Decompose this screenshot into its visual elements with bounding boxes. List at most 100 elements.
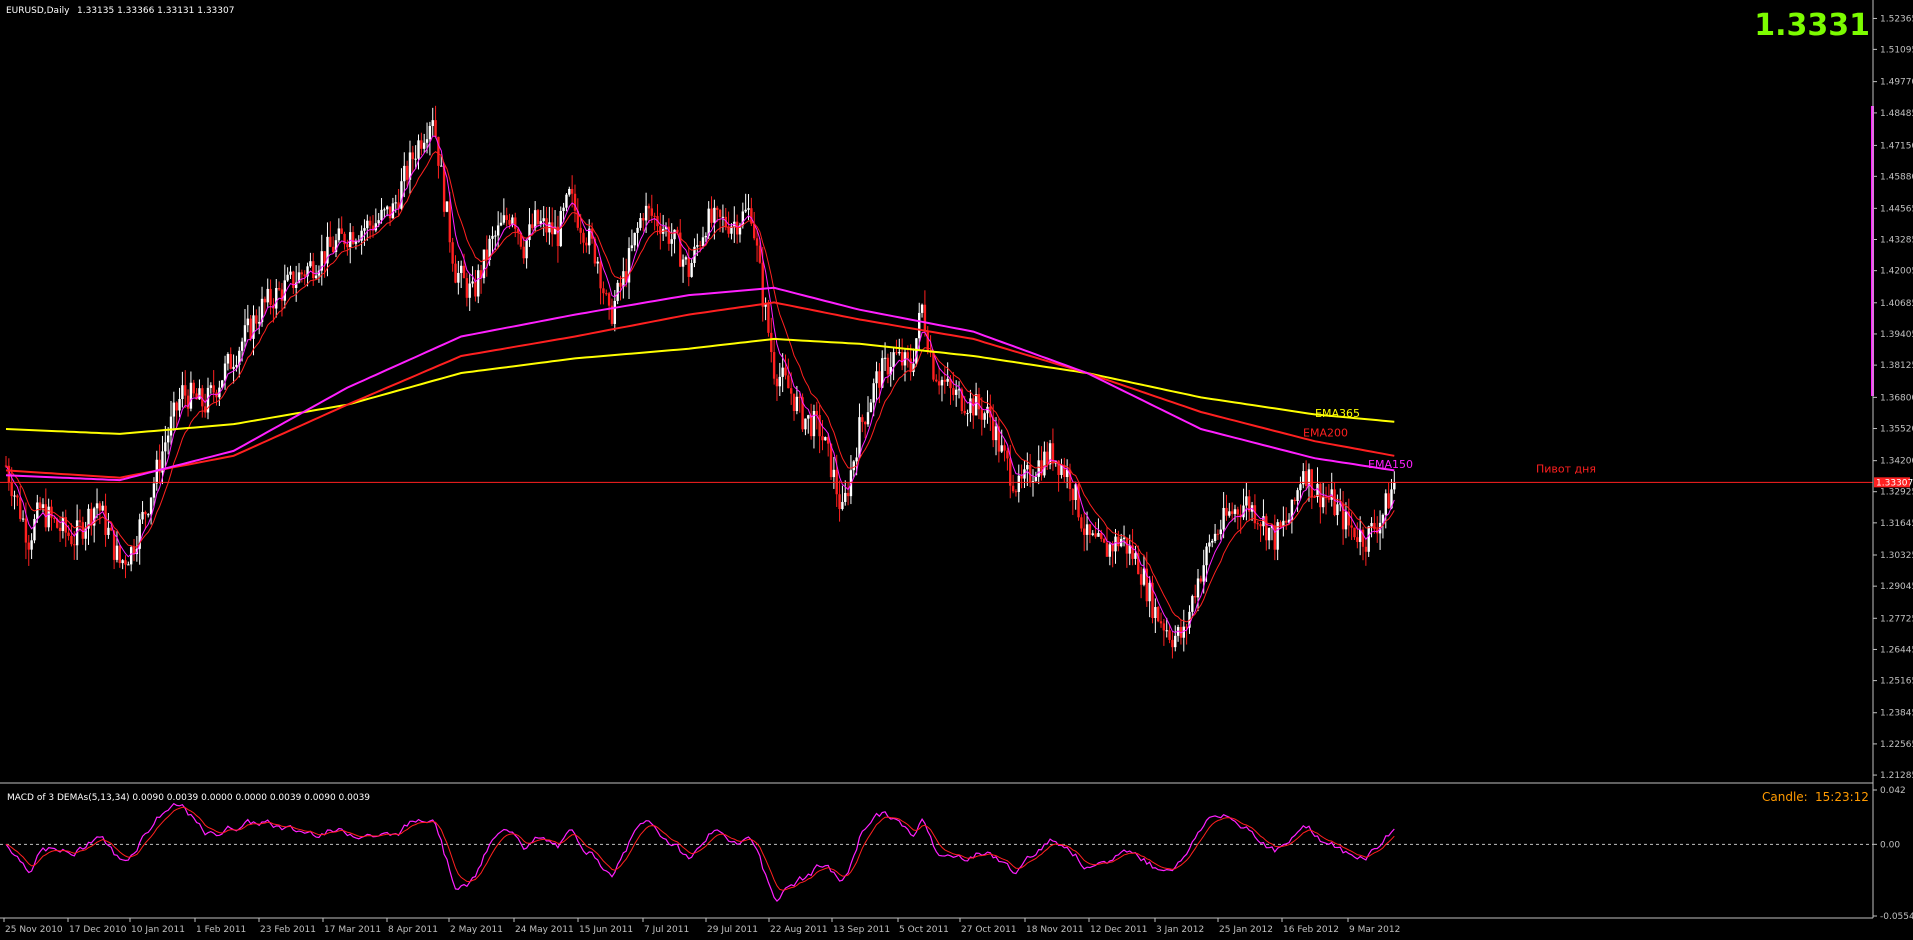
candle-body [861,417,864,422]
candle-body [494,235,497,237]
time-tick-label: 23 Feb 2011 [260,925,316,935]
price-tick-label: 1.21285 [1880,771,1913,781]
candle-body [1006,450,1009,459]
price-tick-label: 1.42005 [1880,267,1913,277]
candle-body [112,530,116,560]
candle-body [582,232,585,243]
candle-body [457,272,460,283]
candle-body [1370,522,1373,527]
candle-body [1048,443,1052,465]
candle-body [1063,465,1066,478]
candle-body [61,517,65,531]
candle-body [388,206,392,219]
candle-body [1307,469,1311,487]
candle-body [428,125,432,140]
candle-body [1256,523,1259,525]
candle-body [471,281,474,284]
candle-body [1168,630,1171,640]
candle-body [573,193,577,211]
candle-body [755,238,759,246]
candle-body [152,483,156,498]
candle-body [1125,537,1129,554]
candle-body [1057,460,1060,475]
time-tick-label: 17 Dec 2010 [69,925,127,935]
candle-body [1134,553,1137,559]
candle-body [613,300,617,324]
candle-timer-value: 15:23:12 [1815,790,1869,804]
macd-panel: 0.042 0.00 -0.0554 [0,786,1913,922]
candle-body [667,226,671,244]
candle-body [346,244,349,248]
candle-body [491,235,494,239]
price-tick-label: 1.45880 [1880,172,1913,182]
candle-body [465,278,469,298]
time-tick-label: 16 Feb 2012 [1283,925,1339,935]
candle-body [16,495,19,498]
candle-body [1378,522,1382,534]
candle-body [434,120,437,137]
time-tick-label: 24 May 2011 [515,925,574,935]
candle-body [169,416,173,436]
price-tick-label: 1.35520 [1880,425,1913,435]
candle-body [514,217,517,229]
candle-body [1310,469,1314,497]
candle-body [201,388,204,407]
candle-body [1259,524,1262,527]
ema-lines: EMA365 EMA200 EMA150 Пивот дня [0,135,1873,634]
candle-body [858,417,861,458]
candle-body [1225,507,1228,516]
candle-body [787,375,790,389]
candle-body [363,228,366,231]
candle-body [909,358,912,373]
candle-body [326,236,329,264]
candle-body [1097,532,1100,537]
candle-body [442,165,446,212]
candle-body [408,152,412,180]
candle-body [690,263,693,277]
candle-body [1131,545,1134,559]
candle-body [670,239,673,244]
candle-body [1341,503,1345,530]
candle-body [98,503,102,511]
time-tick-label: 7 Jul 2011 [644,925,689,935]
candle-body [1174,635,1177,648]
candle-body [84,528,87,539]
candle-body [1151,582,1154,619]
price-tick-label: 1.26445 [1880,645,1913,655]
candle-body [516,228,520,233]
candle-body [121,560,124,564]
candle-body [767,303,770,333]
candle-body [289,271,292,275]
candle-body [1159,621,1163,624]
candle-body [1014,491,1018,493]
candle-body [115,545,119,560]
candle-body [1046,451,1049,465]
candle-body [275,288,278,309]
candle-body [841,501,844,510]
candle-body [1339,503,1342,505]
candle-body [943,379,947,382]
candle-body [499,222,503,226]
price-tick-label: 1.22565 [1880,740,1913,750]
candle-body [1358,529,1362,542]
candle-body [1279,522,1282,527]
candle-body [653,215,656,217]
candle-body [889,366,892,375]
candle-body [795,396,799,412]
candle-body [479,270,483,279]
macd-signal-line [5,806,1395,891]
candle-body [687,257,690,277]
candle-body [761,262,764,307]
price-tick-label: 1.40685 [1880,299,1913,309]
candle-body [804,418,807,430]
price-tick-label: 1.49770 [1880,78,1913,88]
candle-body [58,527,62,531]
candle-body [1122,537,1126,539]
candle-body [815,410,818,416]
candle-body [895,352,898,354]
candle-body [553,226,557,235]
candle-body [1245,496,1248,506]
candle-body [1156,607,1160,622]
candle-body [1051,443,1055,464]
